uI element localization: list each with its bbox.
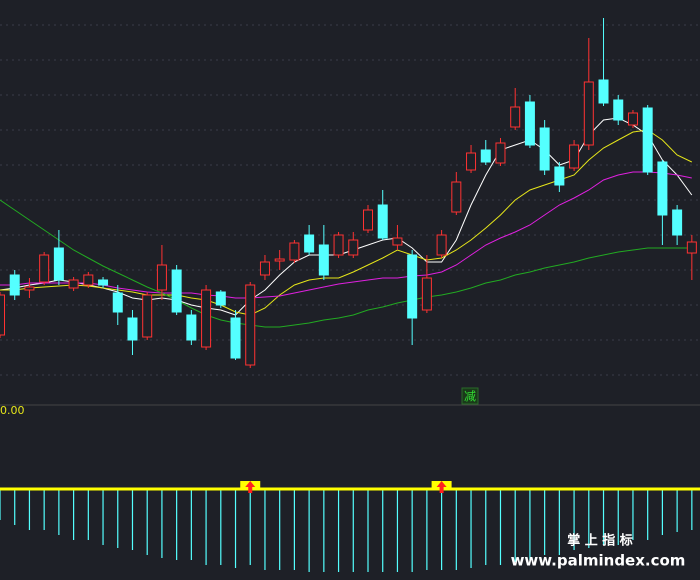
candle-body [672, 209, 683, 236]
annotation-box [461, 387, 479, 405]
candle-body [642, 107, 653, 173]
candle-body [68, 279, 79, 289]
candle-body [686, 241, 697, 254]
candle-body [98, 279, 109, 286]
candle-body [245, 284, 256, 366]
candle-body [436, 234, 447, 256]
candle-body [524, 101, 535, 146]
candle-body [24, 286, 35, 291]
candle-body [421, 277, 432, 311]
candle-body [583, 81, 594, 146]
candle-body [112, 292, 123, 313]
candle-body [451, 181, 462, 213]
candle-body [230, 317, 241, 359]
candle-body [304, 234, 315, 253]
watermark-url: www.palmindex.com [511, 552, 686, 570]
candle-body [657, 161, 668, 216]
indicator-label: 0.00 [0, 404, 25, 417]
candle-body [83, 274, 94, 286]
candle-body [318, 244, 329, 276]
candle-body [569, 144, 580, 169]
candle-body [554, 166, 565, 186]
candle-body [171, 269, 182, 313]
candle-body [259, 261, 270, 276]
candle-body [363, 209, 373, 231]
candle-body [9, 274, 20, 296]
candle-body [127, 317, 138, 341]
plot-area [0, 18, 700, 572]
candle-body [186, 314, 197, 341]
candle-body [201, 289, 212, 348]
ma-line [0, 171, 692, 299]
candle-body [377, 204, 388, 239]
candle-body [466, 152, 477, 171]
candle-body [53, 247, 64, 281]
candle-body [627, 112, 638, 126]
candle-body [407, 254, 418, 319]
candle-body [289, 242, 300, 261]
ma-line [0, 199, 692, 328]
candle-body [392, 237, 403, 246]
watermark-title: 掌 上 指 标 [567, 533, 633, 549]
candle-body [539, 127, 550, 171]
candle-body [598, 79, 609, 104]
candle-body [142, 294, 153, 338]
candle-body [495, 142, 506, 164]
candle-body [274, 258, 285, 262]
candle-body [348, 239, 359, 256]
candle-body [510, 106, 521, 128]
signal-arrow [245, 481, 256, 493]
signal-arrow [436, 481, 447, 493]
candle-body [0, 294, 5, 336]
candle-body [480, 149, 491, 163]
candle-body [333, 234, 344, 256]
candle-body [613, 99, 624, 121]
ma-line [0, 129, 693, 316]
candle-body [215, 291, 226, 306]
candle-body [39, 254, 50, 283]
candle-body [156, 264, 167, 291]
annotation: 减 [464, 390, 476, 404]
